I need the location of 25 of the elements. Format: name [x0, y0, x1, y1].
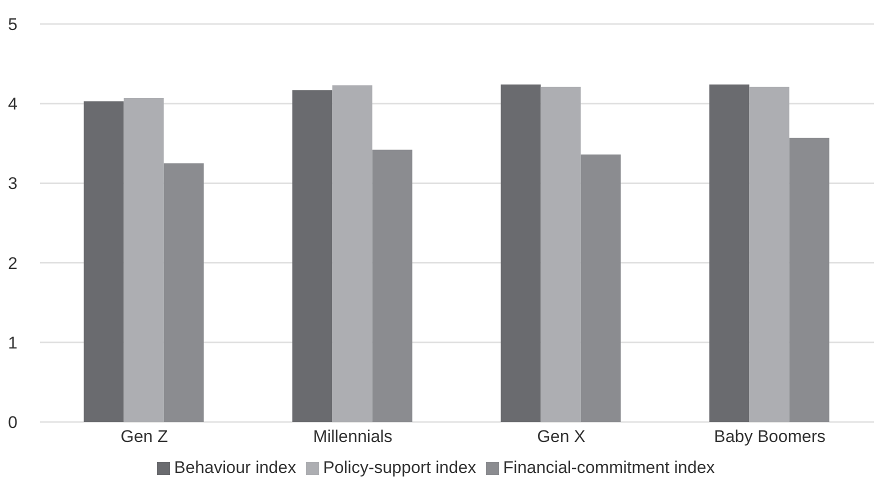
- bar: [84, 101, 124, 422]
- x-tick-label: Gen X: [537, 427, 586, 446]
- bar: [292, 90, 332, 422]
- bar: [789, 138, 830, 422]
- x-tick-label: Millennials: [313, 427, 392, 446]
- bar: [580, 154, 621, 422]
- y-tick-label: 1: [8, 333, 18, 352]
- bar: [124, 98, 164, 422]
- x-tick-label: Gen Z: [120, 427, 168, 446]
- bar: [372, 150, 412, 422]
- bar: [540, 86, 581, 422]
- bar: [709, 84, 750, 422]
- y-tick-label: 5: [8, 15, 18, 34]
- legend-label: Policy-support index: [323, 458, 476, 477]
- y-tick-label: 4: [8, 94, 18, 114]
- bar: [749, 86, 790, 422]
- legend-label: Behaviour index: [174, 458, 296, 477]
- bar: [332, 85, 372, 422]
- y-tick-label: 2: [8, 254, 18, 273]
- bar: [164, 163, 204, 422]
- y-tick-label: 3: [8, 174, 18, 194]
- x-tick-label: Baby Boomers: [714, 427, 826, 446]
- y-tick-label: 0: [8, 413, 18, 432]
- legend-label: Financial-commitment index: [503, 458, 715, 477]
- bar: [500, 84, 541, 422]
